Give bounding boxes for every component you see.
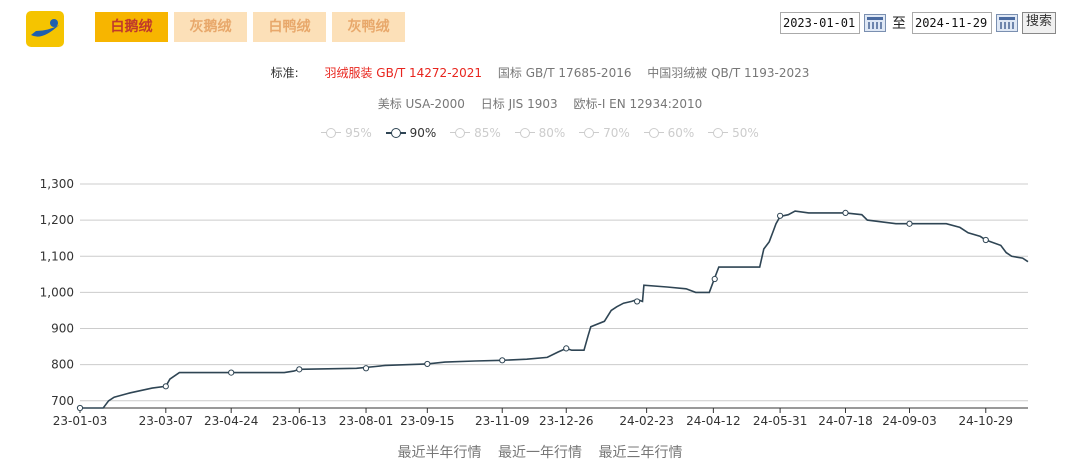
standard-link[interactable]: 欧标-I EN 12934:2010 bbox=[573, 97, 703, 111]
legend-marker-icon bbox=[643, 128, 664, 138]
legend-marker-icon bbox=[450, 128, 471, 138]
standards-row-2: 美标 USA-2000 日标 JIS 1903 欧标-I EN 12934:20… bbox=[0, 95, 1080, 112]
price-line-chart: 700 800 900 1,000 1,100 1,200 1,300 23-01-03 23-… bbox=[40, 177, 1029, 428]
data-point bbox=[228, 369, 235, 376]
data-point bbox=[76, 404, 84, 412]
x-tick-label: 24-09-03 bbox=[882, 414, 936, 428]
legend-item-80[interactable]: 80% bbox=[514, 126, 566, 140]
data-point bbox=[906, 220, 913, 227]
y-tick-label: 900 bbox=[51, 322, 74, 336]
x-tick-label: 24-07-18 bbox=[818, 414, 872, 428]
x-tick-label: 23-09-15 bbox=[400, 414, 454, 428]
data-point bbox=[499, 357, 506, 364]
standard-link[interactable]: 日标 JIS 1903 bbox=[480, 97, 558, 111]
y-tick-label: 1,200 bbox=[40, 213, 74, 227]
y-tick-label: 800 bbox=[51, 358, 74, 372]
legend-marker-icon bbox=[579, 128, 600, 138]
data-point bbox=[982, 236, 989, 244]
tab-grey-goose-down[interactable]: 灰鹅绒 bbox=[174, 12, 247, 42]
legend-label: 70% bbox=[603, 126, 630, 140]
x-tick-label: 24-04-12 bbox=[686, 414, 740, 428]
legend-item-90[interactable]: 90% bbox=[385, 126, 437, 140]
legend-label: 80% bbox=[538, 126, 566, 140]
data-point bbox=[777, 212, 784, 219]
standard-link[interactable]: 羽绒服装 GB/T 14272-2021 bbox=[324, 66, 483, 80]
end-date-input[interactable]: 2024-11-29 bbox=[911, 12, 992, 34]
range-half-year-link[interactable]: 最近半年行情 bbox=[397, 445, 482, 461]
y-tick-label: 1,300 bbox=[40, 177, 74, 191]
legend-label: 60% bbox=[667, 126, 695, 140]
tab-white-duck-down[interactable]: 白鸭绒 bbox=[253, 12, 326, 42]
x-tick-label: 24-10-29 bbox=[959, 414, 1013, 428]
chart-legend: 95% 90% 85% 80% 70% 60% 50% bbox=[0, 126, 1080, 141]
x-tick-label: 24-02-23 bbox=[619, 414, 673, 428]
standard-link[interactable]: 中国羽绒被 QB/T 1193-2023 bbox=[647, 66, 810, 80]
legend-marker-icon bbox=[385, 128, 406, 138]
x-tick-label: 23-06-13 bbox=[272, 414, 326, 428]
data-point bbox=[424, 360, 431, 368]
start-date-input[interactable]: 2023-01-01 bbox=[779, 12, 860, 34]
series-line-90 bbox=[80, 210, 1029, 409]
legend-marker-icon bbox=[514, 128, 535, 138]
range-shortcuts: 最近半年行情 最近一年行情 最近三年行情 bbox=[0, 442, 1080, 462]
data-point bbox=[842, 209, 849, 217]
legend-marker-icon bbox=[321, 128, 342, 138]
y-tick-label: 700 bbox=[51, 394, 74, 408]
data-point bbox=[563, 345, 570, 352]
search-button[interactable]: 搜索 bbox=[1021, 12, 1056, 34]
date-range-bar: 2023-01-01 至 2024-11-29 搜索 bbox=[779, 12, 1056, 34]
data-point bbox=[296, 366, 303, 373]
x-tick-label: 23-03-07 bbox=[139, 414, 193, 428]
calendar-icon[interactable] bbox=[863, 14, 886, 32]
down-type-tabs: 白鹅绒 灰鹅绒 白鸭绒 灰鸭绒 bbox=[95, 12, 405, 42]
tab-grey-duck-down[interactable]: 灰鸭绒 bbox=[332, 12, 405, 42]
data-point bbox=[633, 298, 641, 305]
x-tick-label: 23-11-09 bbox=[475, 414, 529, 428]
standards-title: 标准: bbox=[270, 66, 299, 80]
standard-link[interactable]: 国标 GB/T 17685-2016 bbox=[497, 66, 632, 80]
legend-item-95[interactable]: 95% bbox=[321, 126, 372, 140]
legend-label: 90% bbox=[409, 126, 437, 140]
legend-label: 85% bbox=[474, 126, 501, 140]
legend-item-70[interactable]: 70% bbox=[579, 126, 630, 140]
y-tick-label: 1,000 bbox=[40, 285, 74, 299]
standards-row-1: 标准: 羽绒服装 GB/T 14272-2021 国标 GB/T 17685-2… bbox=[0, 64, 1080, 81]
x-tick-label: 23-01-03 bbox=[53, 414, 107, 428]
tab-white-goose-down[interactable]: 白鹅绒 bbox=[95, 12, 168, 42]
data-point bbox=[362, 365, 370, 372]
range-one-year-link[interactable]: 最近一年行情 bbox=[498, 445, 582, 461]
legend-label: 95% bbox=[345, 126, 372, 140]
data-point bbox=[711, 275, 718, 283]
data-point bbox=[162, 383, 169, 390]
x-tick-label: 23-12-26 bbox=[539, 414, 593, 428]
x-tick-label: 23-04-24 bbox=[204, 414, 258, 428]
y-tick-label: 1,100 bbox=[40, 249, 74, 263]
brand-logo bbox=[26, 11, 64, 47]
legend-marker-icon bbox=[708, 128, 729, 138]
legend-label: 50% bbox=[732, 126, 759, 140]
x-tick-label: 23-08-01 bbox=[339, 414, 393, 428]
range-separator: 至 bbox=[891, 16, 906, 32]
calendar-icon[interactable] bbox=[995, 14, 1018, 32]
range-three-year-link[interactable]: 最近三年行情 bbox=[598, 445, 683, 461]
legend-item-60[interactable]: 60% bbox=[643, 126, 695, 140]
x-tick-label: 24-05-31 bbox=[753, 414, 807, 428]
legend-item-50[interactable]: 50% bbox=[708, 126, 759, 140]
legend-item-85[interactable]: 85% bbox=[450, 126, 501, 140]
standard-link[interactable]: 美标 USA-2000 bbox=[377, 97, 465, 111]
